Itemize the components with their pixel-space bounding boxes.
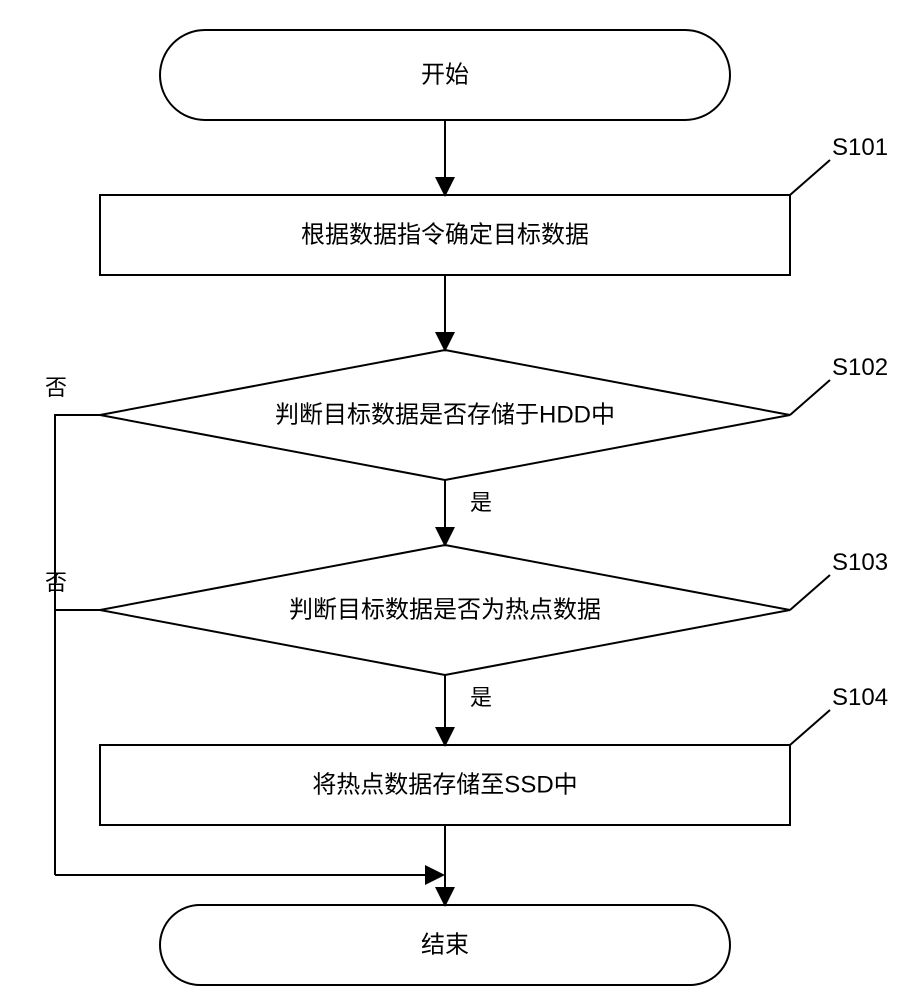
- s101-leader: [790, 160, 830, 195]
- flowchart-diagram: 开始根据数据指令确定目标数据判断目标数据是否存储于HDD中判断目标数据是否为热点…: [0, 0, 912, 1000]
- s101-label: S101: [832, 134, 888, 161]
- no-path-s103: [55, 610, 100, 875]
- s102-no-label: 否: [45, 375, 67, 400]
- s103-leader: [790, 575, 830, 610]
- s103-no-label: 否: [45, 570, 67, 595]
- no-path-s102: [55, 415, 100, 875]
- s103-label: S103: [832, 549, 888, 576]
- s102-leader: [790, 380, 830, 415]
- s103-yes-label: 是: [470, 685, 492, 710]
- end-node-text: 结束: [421, 932, 469, 959]
- start-node-text: 开始: [421, 62, 469, 89]
- s101-node-text: 根据数据指令确定目标数据: [301, 222, 589, 249]
- s104-node-text: 将热点数据存储至SSD中: [312, 772, 577, 799]
- s102-yes-label: 是: [470, 490, 492, 515]
- s102-label: S102: [832, 354, 888, 381]
- s104-label: S104: [832, 684, 888, 711]
- s103-node-text: 判断目标数据是否为热点数据: [289, 597, 601, 624]
- s104-leader: [790, 710, 830, 745]
- s102-node-text: 判断目标数据是否存储于HDD中: [275, 402, 615, 429]
